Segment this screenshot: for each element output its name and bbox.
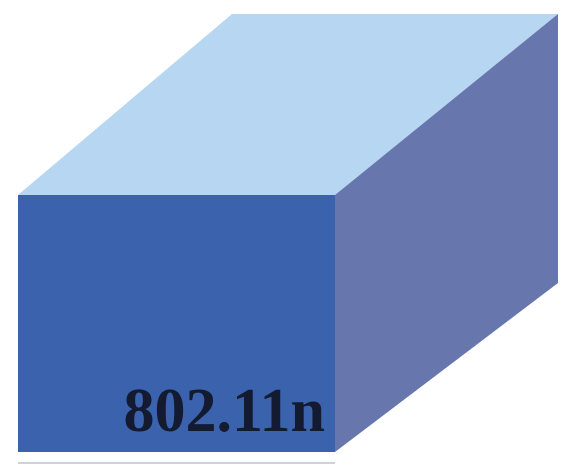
cube-label: 802.11n [123, 377, 325, 445]
cube-side-face [335, 14, 558, 452]
cube-front-face [18, 195, 335, 452]
cube-top-face [18, 14, 558, 195]
